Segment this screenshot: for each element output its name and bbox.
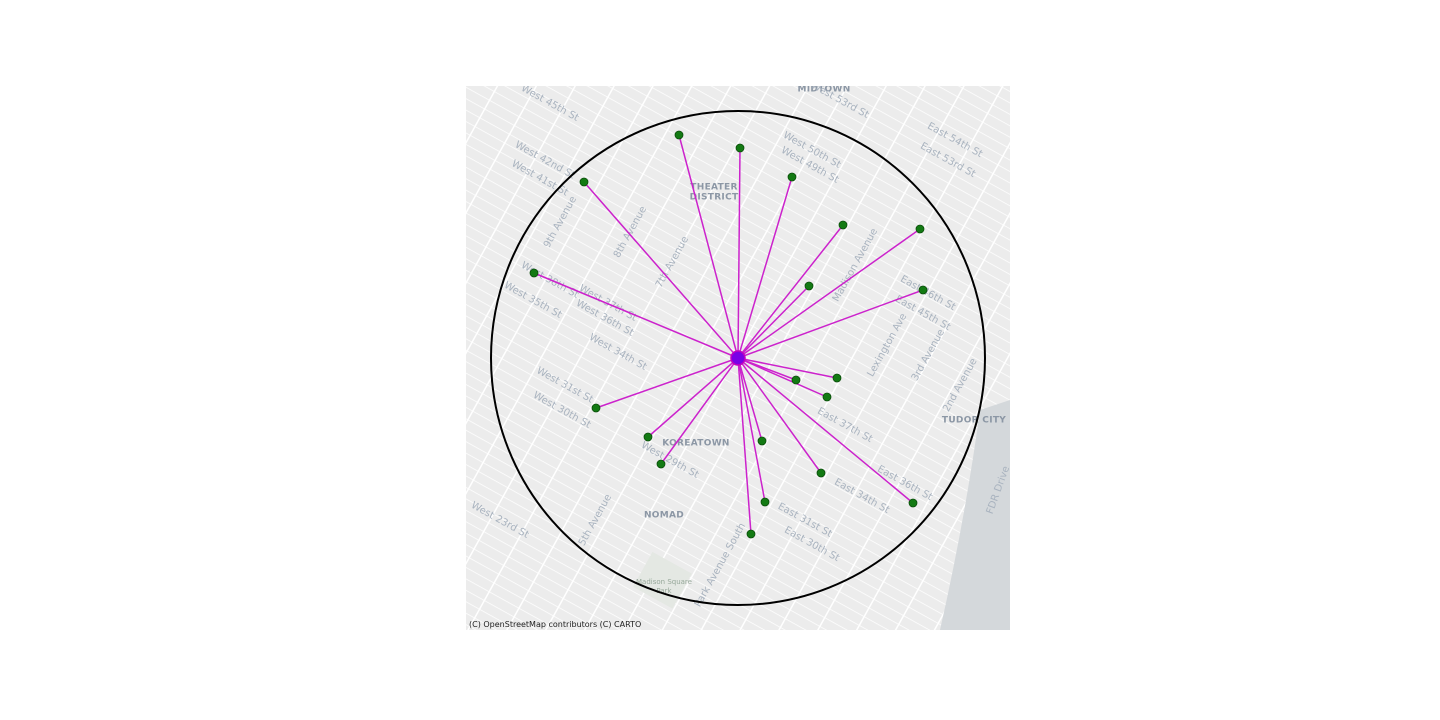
point xyxy=(735,143,745,153)
link xyxy=(737,357,822,474)
district-label: THEATER xyxy=(690,183,737,193)
points xyxy=(529,130,928,539)
point xyxy=(791,375,801,385)
link xyxy=(737,357,914,504)
point xyxy=(832,373,842,383)
link xyxy=(737,289,924,359)
point xyxy=(838,220,848,230)
point xyxy=(918,285,928,295)
district-label: TUDOR CITY xyxy=(942,416,1006,426)
link xyxy=(737,224,844,359)
link xyxy=(737,285,810,359)
point xyxy=(908,498,918,508)
link xyxy=(737,147,741,359)
point xyxy=(787,172,797,182)
point xyxy=(529,268,539,278)
park-label: Madison Square xyxy=(636,578,692,586)
point xyxy=(816,468,826,478)
district-label: MIDTOWN xyxy=(797,85,850,95)
link xyxy=(583,181,739,359)
point xyxy=(804,281,814,291)
district-label: DISTRICT xyxy=(690,193,739,203)
link xyxy=(678,134,739,359)
point xyxy=(579,177,589,187)
link xyxy=(647,357,739,438)
link xyxy=(737,357,828,398)
link xyxy=(737,357,838,379)
district-label: KOREATOWN xyxy=(662,439,730,449)
district-label: NOMAD xyxy=(644,511,684,521)
link xyxy=(533,272,739,359)
park-label: Park xyxy=(656,587,672,595)
point xyxy=(915,224,925,234)
link xyxy=(737,357,752,535)
link xyxy=(737,357,763,442)
point xyxy=(656,459,666,469)
point xyxy=(674,130,684,140)
river xyxy=(940,400,1010,630)
link xyxy=(737,357,766,503)
point xyxy=(591,403,601,413)
point xyxy=(746,529,756,539)
links xyxy=(533,134,924,535)
point xyxy=(643,432,653,442)
link xyxy=(737,228,921,359)
link xyxy=(737,176,793,359)
point xyxy=(757,436,767,446)
park-area xyxy=(633,551,692,609)
link xyxy=(595,357,739,409)
point xyxy=(760,497,770,507)
link xyxy=(660,357,739,465)
radius-circle xyxy=(490,110,986,606)
attribution: (C) OpenStreetMap contributors (C) CARTO xyxy=(469,620,641,629)
center-point xyxy=(730,350,746,366)
point xyxy=(822,392,832,402)
